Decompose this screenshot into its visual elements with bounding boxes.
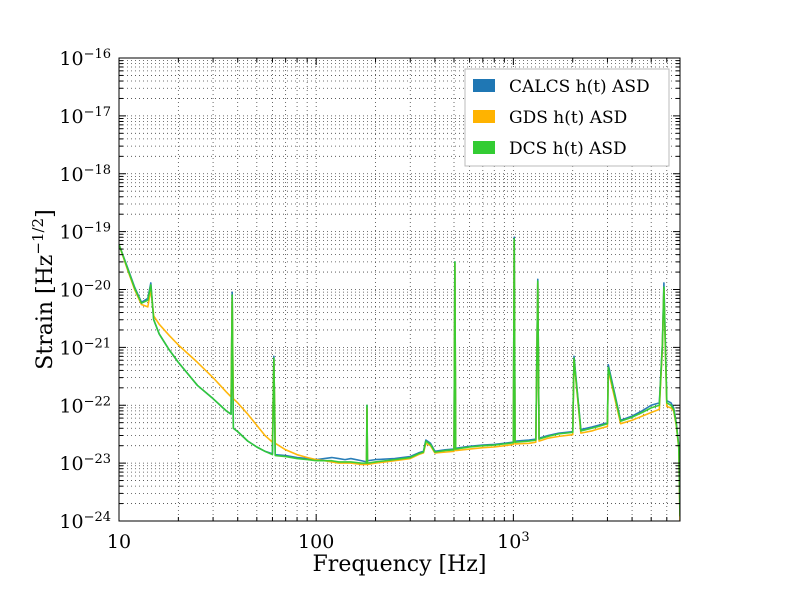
y-tick-label-exponent: −23: [84, 452, 111, 467]
y-axis-label-exponent: −1/2: [29, 218, 47, 255]
y-tick-label: 10−20: [59, 278, 111, 302]
x-tick-label: 10: [107, 531, 131, 553]
y-tick-label-exponent: −16: [84, 47, 111, 62]
legend-label: GDS h(t) ASD: [509, 108, 627, 128]
legend-swatch: [473, 141, 495, 154]
x-tick-label: 103: [497, 530, 529, 554]
y-tick-label: 10−18: [59, 162, 111, 186]
legend-swatch: [473, 79, 495, 92]
y-tick-label-base: 10: [59, 164, 83, 186]
tick-labels: 10 100 10310−1610−1710−1810−1910−2010−2110…: [59, 47, 529, 554]
y-axis-label-base: Strain [Hz: [33, 255, 58, 370]
y-tick-label-exponent: −20: [84, 278, 111, 293]
y-tick-label-base: 10: [59, 337, 83, 359]
y-tick-label: 10−21: [59, 336, 111, 360]
series-line-2: [119, 239, 680, 521]
legend-swatch: [473, 110, 495, 123]
legend-label: CALCS h(t) ASD: [509, 77, 650, 97]
y-tick-label-base: 10: [59, 453, 83, 475]
y-tick-label: 10−17: [59, 104, 111, 128]
y-tick-label: 10−24: [59, 510, 111, 534]
series-line-3: [119, 238, 680, 517]
y-tick-label-base: 10: [59, 511, 83, 533]
y-tick-label-base: 10: [59, 48, 83, 70]
y-tick-label-exponent: −21: [84, 336, 111, 351]
y-tick-label-exponent: −24: [84, 510, 111, 525]
legend: CALCS h(t) ASD GDS h(t) ASD DCS h(t) ASD: [464, 68, 670, 167]
y-tick-label-base: 10: [59, 280, 83, 302]
x-tick-label-exponent: 3: [521, 530, 529, 545]
y-tick-label: 10−23: [59, 452, 111, 476]
y-tick-label-base: 10: [59, 222, 83, 244]
x-tick-label-base: 10: [497, 531, 521, 553]
y-axis-label-close: ]: [33, 209, 58, 218]
grid: [118, 57, 681, 522]
x-tick-label: 100: [298, 531, 334, 553]
y-tick-label: 10−19: [59, 220, 111, 244]
axis-ticks: [118, 57, 681, 522]
y-tick-label-exponent: −19: [84, 220, 111, 235]
legend-label: DCS h(t) ASD: [509, 139, 627, 159]
y-tick-label-base: 10: [59, 106, 83, 128]
x-axis-label: Frequency [Hz]: [313, 552, 487, 577]
legend-box: [464, 68, 670, 167]
y-tick-label-exponent: −17: [84, 104, 111, 119]
y-tick-label-exponent: −22: [84, 394, 111, 409]
y-tick-label-base: 10: [59, 395, 83, 417]
plot-series: [119, 236, 680, 521]
y-axis-label: Strain [Hz−1/2]: [29, 209, 58, 369]
y-tick-label: 10−22: [59, 394, 111, 418]
y-tick-label: 10−16: [59, 47, 111, 71]
y-tick-label-exponent: −18: [84, 162, 111, 177]
